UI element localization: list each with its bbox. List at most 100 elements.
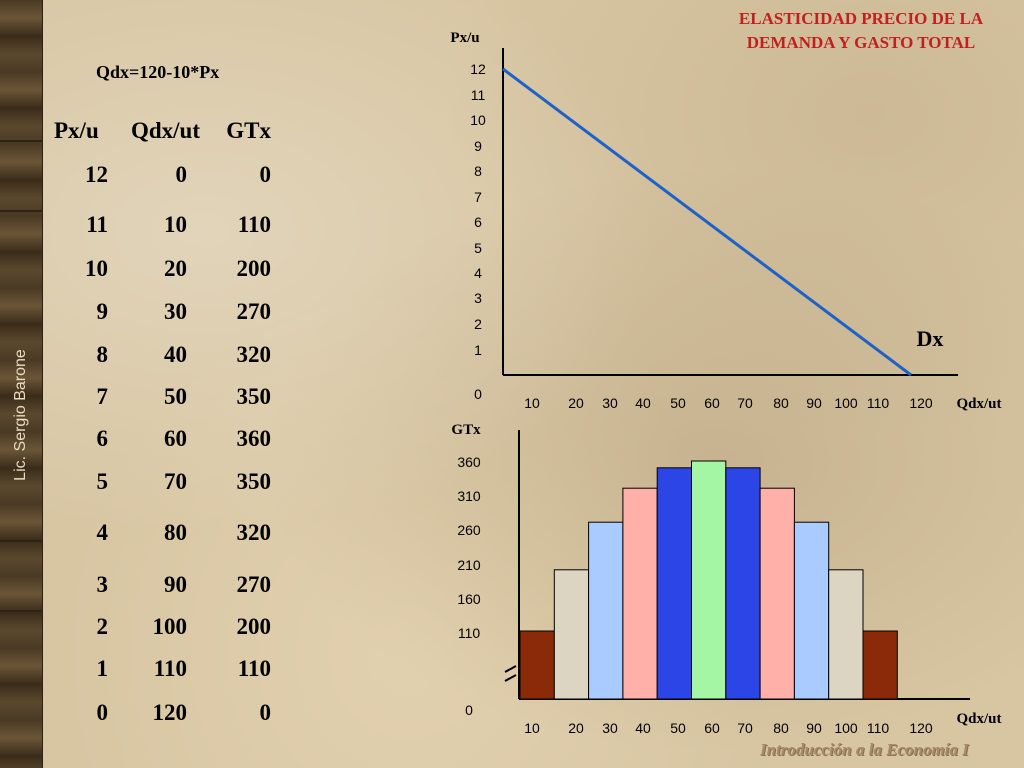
gtx-x-tick-80: 80 [773, 720, 789, 736]
gtx-y-tick-0: 0 [465, 702, 473, 718]
gtx-y-tick-160: 160 [457, 591, 481, 607]
gtx-x-tick-90: 90 [806, 720, 822, 736]
table-header-1: Qdx/ut [130, 118, 200, 143]
table-cell-r12-c0: 0 [96, 700, 109, 725]
table-cell-r5-c1: 50 [164, 384, 187, 409]
demand-x-tick-100: 100 [834, 395, 858, 411]
demand-x-tick-90: 90 [806, 395, 822, 411]
demand-y-tick-1: 1 [474, 342, 482, 358]
gtx-x-tick-100: 100 [834, 720, 858, 736]
gtx-x-axis-title: Qdx/ut [956, 711, 1001, 727]
table-cell-r12-c2: 0 [259, 700, 272, 725]
title-line-2: DEMANDA Y GASTO TOTAL [746, 33, 976, 52]
gtx-axis-break-1 [504, 665, 517, 673]
gtx-bar-100 [828, 569, 864, 700]
table-cell-r1-c2: 110 [237, 212, 271, 237]
table-cell-r0-c1: 0 [175, 162, 188, 187]
demand-x-tick-30: 30 [602, 395, 618, 411]
demand-line [502, 67, 912, 377]
demand-y-tick-0: 0 [474, 386, 482, 402]
gtx-y-tick-260: 260 [457, 522, 481, 538]
gtx-bar-20 [553, 569, 590, 700]
table-cell-r3-c0: 9 [96, 299, 109, 324]
table-cell-r11-c0: 1 [96, 656, 109, 681]
table-cell-r8-c2: 320 [236, 520, 272, 545]
footer-course: Introducción a la Economía I [760, 740, 969, 759]
table-cell-r2-c0: 10 [85, 256, 108, 281]
gtx-bar-110 [862, 630, 898, 700]
gtx-bar-80 [759, 487, 795, 700]
gtx-x-tick-70: 70 [737, 720, 753, 736]
table-cell-r4-c0: 8 [96, 342, 109, 367]
demand-x-tick-40: 40 [635, 395, 651, 411]
demand-y-tick-12: 12 [470, 61, 486, 77]
demand-x-tick-110: 110 [867, 395, 890, 411]
table-cell-r7-c0: 5 [96, 469, 109, 494]
gtx-x-tick-20: 20 [568, 720, 584, 736]
gtx-y-tick-110: 110 [458, 625, 481, 641]
gtx-bar-70 [725, 467, 761, 700]
table-cell-r1-c1: 10 [164, 212, 187, 237]
demand-y-tick-11: 11 [471, 87, 486, 103]
table-cell-r8-c0: 4 [96, 520, 109, 545]
demand-x-tick-80: 80 [773, 395, 789, 411]
table-cell-r3-c1: 30 [164, 299, 187, 324]
demand-y-tick-7: 7 [474, 189, 482, 205]
gtx-x-tick-120: 120 [909, 720, 933, 736]
table-cell-r0-c2: 0 [259, 162, 272, 187]
demand-x-tick-120: 120 [909, 395, 933, 411]
table-cell-r0-c0: 12 [85, 162, 108, 187]
gtx-bar-50 [656, 467, 693, 700]
table-cell-r6-c1: 60 [164, 426, 187, 451]
table-cell-r11-c1: 110 [153, 656, 187, 681]
gtx-bar-10 [519, 630, 555, 700]
demand-y-tick-3: 3 [474, 290, 482, 306]
demand-formula: Qdx=120-10*Px [96, 62, 220, 82]
table-cell-r10-c2: 200 [236, 614, 272, 639]
demand-y-tick-10: 10 [470, 112, 486, 128]
table-cell-r2-c2: 200 [236, 256, 272, 281]
table-cell-r11-c2: 110 [237, 656, 271, 681]
gtx-x-tick-30: 30 [602, 720, 618, 736]
demand-y-tick-2: 2 [474, 316, 482, 332]
table-cell-r5-c2: 350 [236, 384, 272, 409]
gtx-y-tick-360: 360 [457, 454, 481, 470]
demand-x-tick-70: 70 [737, 395, 753, 411]
table-cell-r7-c1: 70 [164, 469, 187, 494]
demand-x-axis-title: Qdx/ut [956, 396, 1001, 412]
table-cell-r1-c0: 11 [86, 212, 108, 237]
demand-y-tick-6: 6 [474, 214, 482, 230]
table-cell-r4-c1: 40 [164, 342, 187, 367]
gtx-x-tick-40: 40 [635, 720, 651, 736]
table-cell-r12-c1: 120 [152, 700, 188, 725]
table-cell-r10-c0: 2 [96, 614, 109, 639]
demand-x-tick-20: 20 [568, 395, 584, 411]
table-cell-r9-c2: 270 [236, 572, 272, 597]
gtx-y-axis-title: GTx [451, 422, 481, 438]
gtx-x-tick-110: 110 [867, 720, 890, 736]
table-cell-r3-c2: 270 [236, 299, 272, 324]
page-title: ELASTICIDAD PRECIO DE LA DEMANDA Y GASTO… [700, 7, 1022, 55]
table-cell-r9-c0: 3 [96, 572, 109, 597]
gtx-y-tick-210: 210 [457, 557, 481, 573]
gtx-x-tick-10: 10 [524, 720, 540, 736]
demand-x-tick-60: 60 [704, 395, 720, 411]
demand-series-label: Dx [917, 326, 944, 351]
demand-y-tick-4: 4 [474, 265, 482, 281]
demand-y-axis-title: Px/u [450, 30, 479, 46]
table-cell-r7-c2: 350 [236, 469, 272, 494]
gtx-y-tick-310: 310 [457, 488, 481, 504]
demand-y-tick-9: 9 [474, 138, 482, 154]
demand-y-tick-5: 5 [474, 240, 482, 256]
table-cell-r6-c2: 360 [236, 426, 272, 451]
gtx-bar-30 [588, 521, 624, 700]
table-cell-r9-c1: 90 [164, 572, 187, 597]
table-cell-r8-c1: 80 [164, 520, 187, 545]
demand-x-tick-50: 50 [670, 395, 686, 411]
gtx-bar-90 [793, 521, 830, 700]
table-cell-r5-c0: 7 [96, 384, 109, 409]
gtx-x-tick-60: 60 [704, 720, 720, 736]
table-header-2: GTx [226, 118, 271, 143]
demand-y-tick-8: 8 [474, 163, 482, 179]
